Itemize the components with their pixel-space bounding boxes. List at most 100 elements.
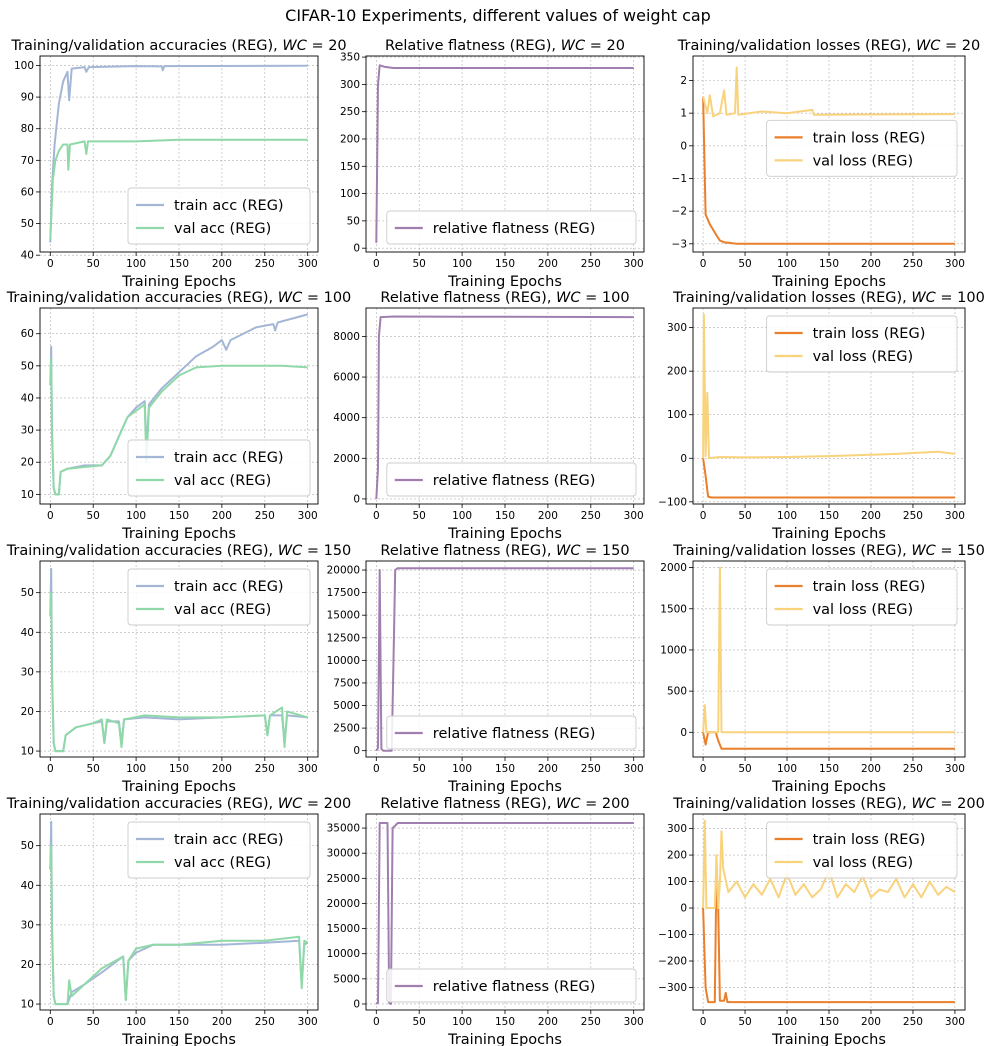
x-axis-label: Training Epochs: [121, 1032, 236, 1046]
axes-frame: [692, 813, 966, 1011]
x-tick-label: 200: [538, 1016, 558, 1028]
y-tick-label: 10000: [327, 655, 360, 667]
y-tick-label: 2: [680, 75, 687, 87]
legend: train loss (REG) val loss (REG): [766, 119, 958, 177]
x-tick-label: 200: [538, 763, 558, 775]
y-tick-label: −1: [672, 173, 687, 185]
x-tick-label: 300: [945, 1016, 965, 1028]
x-tick-label: 300: [624, 258, 644, 270]
y-tick-label: 0: [680, 727, 687, 739]
legend: relative flatness (REG): [386, 210, 637, 245]
x-tick-label: 0: [373, 510, 380, 522]
x-tick-label: 100: [777, 763, 797, 775]
legend-label: val loss (REG): [813, 349, 914, 365]
legend: train acc (REG) val acc (REG): [127, 821, 311, 879]
y-tick-label: 60: [21, 328, 34, 340]
legend: train loss (REG) val loss (REG): [766, 315, 958, 373]
y-tick-label: 200: [340, 133, 360, 145]
legend-label: train acc (REG): [174, 450, 284, 466]
y-tick-label: −100: [658, 496, 687, 508]
series-line: [702, 96, 955, 245]
series-line: [702, 566, 955, 734]
y-tick-label: 40: [21, 392, 34, 404]
y-tick-label: 40: [21, 627, 34, 639]
legend-box: [766, 119, 958, 177]
x-tick-label: 100: [126, 510, 146, 522]
figure-title: CIFAR-10 Experiments, different values o…: [285, 6, 711, 25]
x-tick-label: 50: [87, 763, 100, 775]
axes-frame: [365, 813, 645, 1011]
x-tick-label: 200: [861, 763, 881, 775]
y-tick-label: 1: [680, 108, 687, 120]
y-tick-label: 2000: [660, 562, 687, 574]
x-tick-label: 250: [581, 258, 601, 270]
legend: relative flatness (REG): [386, 715, 637, 750]
legend: train acc (REG) val acc (REG): [127, 568, 311, 626]
legend-label: relative flatness (REG): [433, 979, 596, 995]
x-tick-label: 250: [255, 1016, 275, 1028]
x-tick-label: 250: [581, 510, 601, 522]
x-tick-label: 200: [212, 1016, 232, 1028]
legend-label: train loss (REG): [813, 326, 926, 342]
y-tick-label: 200: [667, 850, 687, 862]
x-tick-label: 250: [255, 763, 275, 775]
x-tick-label: 150: [819, 258, 839, 270]
legend-box: [386, 968, 637, 1003]
x-axis-label: Training Epochs: [447, 779, 562, 795]
y-tick-label: 100: [340, 188, 360, 200]
x-tick-label: 100: [452, 763, 472, 775]
x-tick-label: 250: [255, 258, 275, 270]
x-tick-label: 300: [945, 510, 965, 522]
y-tick-label: 250: [340, 106, 360, 118]
y-tick-label: 35000: [327, 823, 360, 835]
x-tick-label: 50: [87, 258, 100, 270]
legend-box: [127, 821, 311, 879]
y-tick-label: 25000: [327, 873, 360, 885]
y-tick-label: 20: [21, 959, 34, 971]
x-tick-label: 0: [373, 1016, 380, 1028]
y-tick-label: 30: [21, 425, 34, 437]
subplot-title: Training/validation accuracies (REG), WC…: [6, 796, 352, 812]
series-line: [702, 313, 956, 460]
x-tick-label: 0: [700, 1016, 707, 1028]
y-tick-label: 80: [21, 123, 34, 135]
y-tick-label: 7500: [333, 677, 360, 689]
x-tick-label: 150: [819, 1016, 839, 1028]
y-tick-label: 100: [667, 409, 687, 421]
y-tick-label: 15000: [327, 610, 360, 622]
x-tick-label: 100: [777, 510, 797, 522]
axes-frame: [692, 560, 966, 758]
x-tick-label: 300: [624, 763, 644, 775]
legend-box: [127, 187, 311, 245]
axes-frame: [39, 560, 319, 758]
legend-label: train loss (REG): [813, 579, 926, 595]
series-line: [49, 64, 308, 243]
y-tick-label: 350: [340, 52, 360, 64]
y-tick-label: 90: [21, 92, 34, 104]
y-tick-label: 2000: [333, 453, 360, 465]
y-tick-label: 10: [21, 489, 34, 501]
legend-label: train acc (REG): [174, 198, 284, 214]
legend-box: [127, 568, 311, 626]
subplot-title: Training/validation losses (REG), WC = 1…: [672, 290, 985, 306]
y-tick-label: 60: [21, 186, 34, 198]
axes-frame: [692, 55, 966, 253]
y-tick-label: 50: [347, 215, 360, 227]
x-tick-label: 300: [298, 510, 318, 522]
axes-frame: [365, 560, 645, 758]
series-line: [702, 458, 955, 499]
y-tick-label: 30: [21, 666, 34, 678]
legend-label: val loss (REG): [813, 855, 914, 871]
y-tick-label: −300: [658, 982, 687, 994]
y-tick-label: 70: [21, 155, 34, 167]
y-tick-label: 20: [21, 457, 34, 469]
x-tick-label: 250: [581, 1016, 601, 1028]
x-axis-label: Training Epochs: [447, 1032, 562, 1046]
x-axis-label: Training Epochs: [447, 274, 562, 290]
axes-frame: [365, 55, 645, 253]
x-tick-label: 0: [47, 258, 54, 270]
x-tick-label: 50: [738, 510, 751, 522]
x-tick-label: 150: [169, 1016, 189, 1028]
subplot-6: 0 50 100 150 200 250 300 −100 0 100 200 300 Training…: [658, 290, 985, 542]
y-tick-label: 300: [667, 322, 687, 334]
